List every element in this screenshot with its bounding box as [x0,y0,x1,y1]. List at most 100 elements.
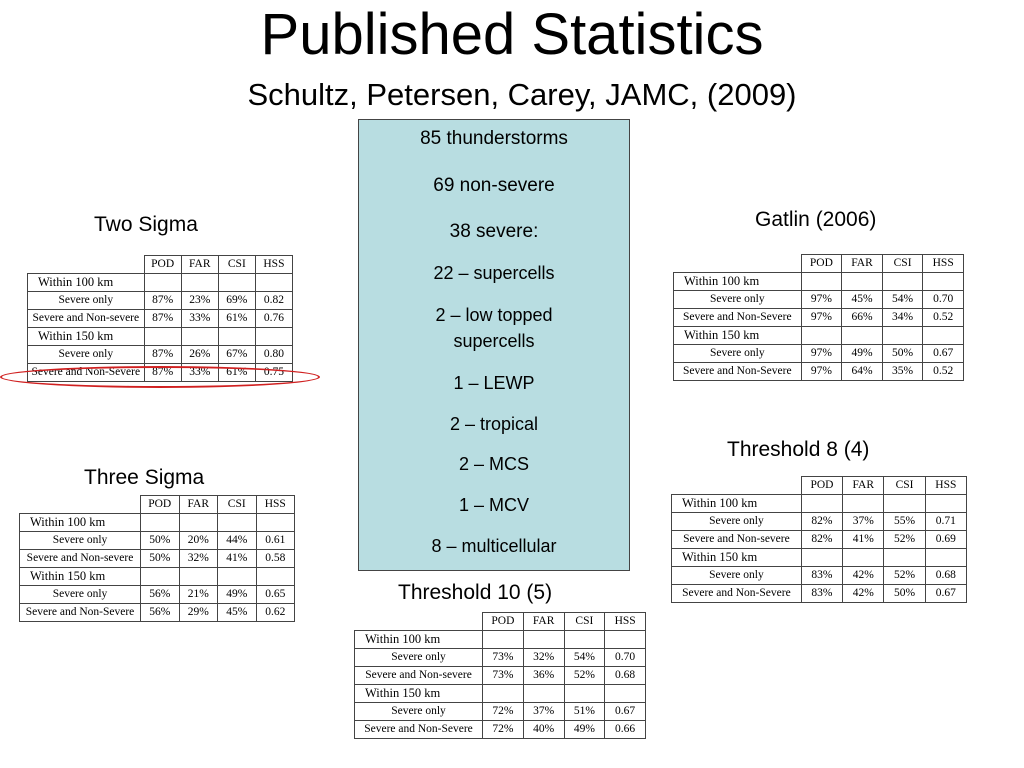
value-cell: 0.70 [604,648,646,667]
value-cell [180,327,219,346]
value-cell: 37% [522,702,565,721]
value-cell: 20% [178,531,218,550]
value-cell [482,630,524,649]
section-label: Within 100 km [19,513,141,532]
table-row: Within 150 km [673,326,964,345]
storm-summary-box: 85 thunderstorms 69 non-severe 38 severe… [358,119,630,571]
value-cell: 82% [800,530,844,549]
summary-line-tropical: 2 – tropical [449,414,539,434]
row-label: Severe only [673,290,802,309]
section-label: Within 100 km [353,630,484,649]
column-header-far: FAR [180,255,219,274]
row-label: Severe only [353,648,484,667]
caption-threshold-10: Threshold 10 (5) [398,581,553,604]
value-cell [563,684,606,703]
value-cell: 42% [842,566,885,585]
value-cell [254,273,294,292]
value-cell: 49% [217,585,257,604]
value-cell: 0.82 [254,291,294,310]
column-header-hss: HSS [924,476,968,495]
summary-line-multicellular: 8 – multicellular [431,536,557,556]
section-label: Within 150 km [671,548,802,567]
column-header-hss: HSS [922,254,964,273]
summary-line-low-topped: 2 – low topped [435,305,553,325]
value-cell: 61% [217,309,256,328]
value-cell: 44% [217,531,257,550]
value-cell: 49% [563,720,606,739]
row-label: Severe and Non-severe [353,666,484,685]
row-label: Severe and Non-severe [27,309,145,328]
value-cell: 51% [563,702,606,721]
row-label: Severe and Non-Severe [19,603,141,622]
value-cell [140,567,180,586]
column-header-far: FAR [178,495,218,514]
value-cell: 52% [563,666,606,685]
value-cell: 0.80 [254,345,294,364]
value-cell: 73% [482,666,524,685]
value-cell: 0.66 [604,720,646,739]
value-cell [217,513,257,532]
header-corner-cell [671,476,802,495]
value-cell: 83% [800,584,844,603]
table-row: Severe only 73% 32% 54% 0.70 [353,648,646,667]
slide-subtitle: Schultz, Petersen, Carey, JAMC, (2009) [247,77,797,112]
value-cell: 0.58 [255,549,295,568]
table-row: Within 150 km [353,684,646,703]
table-row: Severe and Non-severe 50% 32% 41% 0.58 [19,549,295,568]
table-row: Severe and Non-Severe 97% 66% 34% 0.52 [673,308,964,327]
summary-line-mcv: 1 – MCV [458,495,530,515]
row-label: Severe only [19,531,141,550]
stats-table-two-sigma: POD FAR CSI HSS Within 100 km Severe only 87% 2… [27,255,294,382]
value-cell [883,494,926,513]
column-header-csi: CSI [881,254,924,273]
row-label: Severe only [27,291,145,310]
value-cell [881,326,924,345]
column-header-hss: HSS [255,495,295,514]
value-cell [178,567,218,586]
value-cell [842,548,885,567]
value-cell [255,513,295,532]
value-cell: 56% [140,585,180,604]
column-header-pod: POD [800,254,843,273]
value-cell [800,548,844,567]
value-cell: 0.67 [924,584,968,603]
value-cell: 41% [217,549,257,568]
caption-three-sigma: Three Sigma [84,466,205,489]
value-cell: 97% [800,344,843,363]
row-label: Severe and Non-severe [671,530,802,549]
value-cell [800,326,843,345]
value-cell: 50% [140,531,180,550]
section-label: Within 100 km [27,273,145,292]
caption-threshold-8: Threshold 8 (4) [727,438,870,461]
value-cell: 0.69 [924,530,968,549]
summary-line-total: 85 thunderstorms [420,128,568,149]
value-cell: 41% [842,530,885,549]
value-cell: 73% [482,648,524,667]
value-cell: 67% [217,345,256,364]
summary-line-lewp: 1 – LEWP [453,373,535,393]
row-label: Severe only [671,512,802,531]
value-cell [522,630,565,649]
value-cell [217,273,256,292]
value-cell: 72% [482,720,524,739]
value-cell: 0.70 [922,290,964,309]
value-cell [924,548,968,567]
table-row: Severe only 97% 45% 54% 0.70 [673,290,964,309]
column-header-far: FAR [841,254,883,273]
row-label: Severe and Non-Severe [673,362,802,381]
value-cell [180,273,219,292]
row-label: Severe only [19,585,141,604]
value-cell [254,327,294,346]
table-row: Within 100 km [671,494,968,513]
table-row: Within 100 km [673,272,964,291]
value-cell: 33% [180,309,219,328]
value-cell: 0.68 [924,566,968,585]
value-cell: 0.62 [255,603,295,622]
column-header-pod: POD [143,255,182,274]
value-cell [841,272,883,291]
table-row: Severe and Non-severe 87% 33% 61% 0.76 [27,309,294,328]
value-cell [924,494,968,513]
column-header-far: FAR [522,612,565,631]
table-row: Severe only 56% 21% 49% 0.65 [19,585,295,604]
value-cell: 21% [178,585,218,604]
